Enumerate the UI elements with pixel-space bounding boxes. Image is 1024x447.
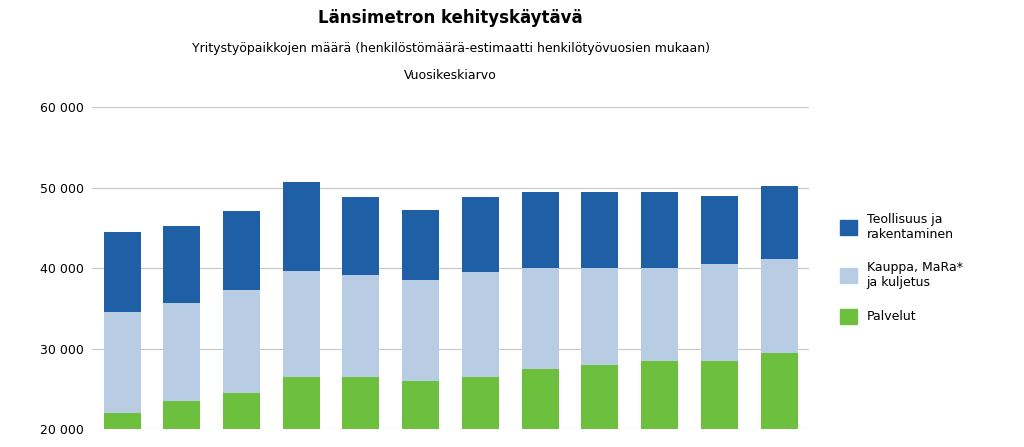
Bar xyxy=(582,365,618,429)
Bar xyxy=(163,303,201,401)
Bar xyxy=(521,192,559,268)
Bar xyxy=(761,258,798,353)
Bar xyxy=(283,377,319,429)
Bar xyxy=(761,186,798,258)
Bar xyxy=(402,381,439,429)
Bar xyxy=(283,270,319,377)
Bar xyxy=(283,182,319,270)
Bar xyxy=(521,268,559,369)
Bar xyxy=(521,369,559,429)
Bar xyxy=(163,226,201,303)
Bar xyxy=(641,192,678,268)
Bar xyxy=(641,361,678,429)
Bar xyxy=(103,232,140,312)
Bar xyxy=(761,353,798,429)
Legend: Teollisuus ja
rakentaminen, Kauppa, MaRa*
ja kuljetus, Palvelut: Teollisuus ja rakentaminen, Kauppa, MaRa… xyxy=(837,209,967,328)
Bar xyxy=(582,268,618,365)
Bar xyxy=(641,268,678,361)
Bar xyxy=(582,192,618,268)
Bar xyxy=(700,196,738,264)
Bar xyxy=(462,197,499,272)
Bar xyxy=(342,197,380,275)
Bar xyxy=(700,264,738,361)
Text: Yritystyöpaikkojen määrä (henkilöstömäärä-estimaatti henkilötyövuosien mukaan): Yritystyöpaikkojen määrä (henkilöstömäär… xyxy=(191,42,710,55)
Bar xyxy=(223,290,260,393)
Text: Länsimetron kehityskäytävä: Länsimetron kehityskäytävä xyxy=(318,9,583,27)
Bar xyxy=(163,401,201,429)
Bar xyxy=(342,275,380,377)
Bar xyxy=(223,211,260,290)
Bar xyxy=(103,312,140,413)
Bar xyxy=(402,280,439,381)
Bar xyxy=(700,361,738,429)
Text: Vuosikeskiarvo: Vuosikeskiarvo xyxy=(404,69,497,82)
Bar xyxy=(402,210,439,280)
Bar xyxy=(103,413,140,429)
Bar xyxy=(462,272,499,377)
Bar xyxy=(462,377,499,429)
Bar xyxy=(223,393,260,429)
Bar xyxy=(342,377,380,429)
